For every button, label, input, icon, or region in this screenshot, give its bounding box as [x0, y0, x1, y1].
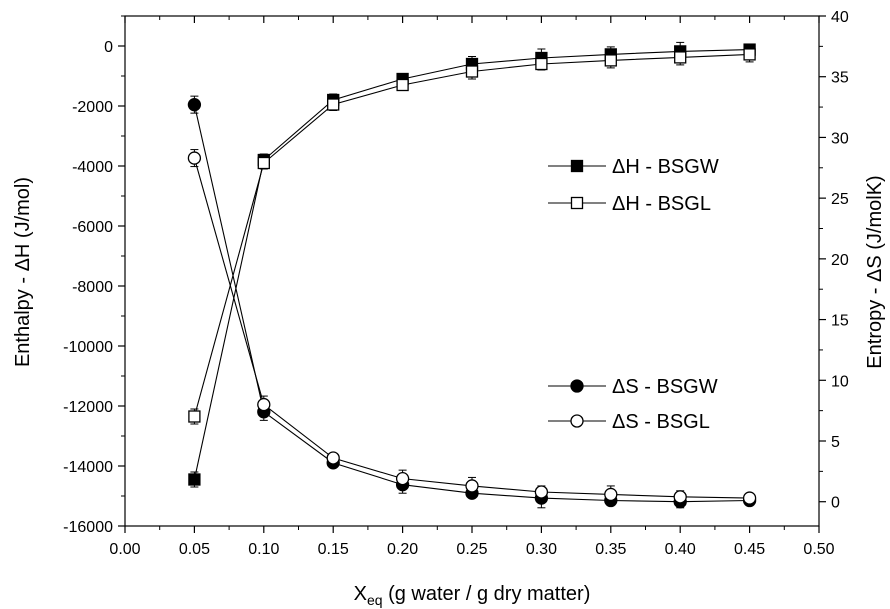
x-tick-label: 0.30 [526, 541, 557, 558]
legend: ΔH - BSGW ΔH - BSGL ΔS - BSGW ΔS - BSGL [548, 156, 719, 433]
x-tick-label: 0.25 [456, 541, 487, 558]
y-right-tick-label: 30 [831, 130, 849, 147]
series-layer [187, 41, 757, 509]
x-axis-title-main: X [354, 583, 367, 605]
y-left-tick-label: -16000 [63, 519, 113, 536]
data-point [673, 490, 687, 504]
legend-entry-0: ΔH - BSGW [548, 156, 719, 178]
data-point [465, 479, 479, 493]
x-tick-label: 0.15 [318, 541, 349, 558]
data-point [187, 97, 202, 112]
plot-frame [124, 15, 820, 527]
x-tick-label: 0.00 [109, 541, 140, 558]
data-point [257, 397, 271, 412]
y-left-tick-label: -8000 [72, 279, 113, 296]
data-point [187, 151, 202, 165]
data-point [535, 57, 548, 71]
legend-marker [570, 414, 584, 428]
legend-label: ΔS - BSGL [612, 411, 710, 433]
data-point [743, 48, 756, 61]
data-point [188, 473, 201, 486]
y-right-tick-label: 25 [831, 191, 849, 208]
ticks: 0.00 0.05 0.10 0.15 0.20 0.25 0.30 0.35 0.40 0.45… [63, 9, 849, 558]
x-axis-title-subscript: eq [367, 592, 383, 608]
data-point [742, 491, 757, 505]
data-point [465, 65, 479, 78]
legend-label: ΔH - BSGL [612, 193, 711, 215]
data-point [326, 451, 340, 465]
data-point [188, 410, 201, 423]
data-point [534, 485, 549, 499]
legend-marker [570, 159, 584, 173]
y-left-tick-label: -6000 [72, 219, 113, 236]
x-tick-label: 0.50 [803, 541, 834, 558]
y-right-tick-label: 35 [831, 70, 849, 87]
y-left-tick-label: -12000 [63, 399, 113, 416]
data-point [604, 54, 617, 67]
y-right-axis-title: Entropy - ΔS (J/molK) [864, 175, 886, 368]
legend-label: ΔH - BSGW [612, 156, 719, 178]
y-left-tick-label: -10000 [63, 339, 113, 356]
series-3 [187, 149, 757, 505]
y-right-tick-label: 40 [831, 9, 849, 26]
y-right-tick-label: 20 [831, 252, 849, 269]
series-line [193, 53, 750, 417]
y-right-tick-label: 5 [831, 434, 840, 451]
legend-label: ΔS - BSGW [612, 376, 718, 398]
y-right-tick-label: 15 [831, 313, 849, 330]
data-point [396, 78, 409, 92]
legend-entry-2: ΔS - BSGW [548, 376, 718, 398]
x-tick-label: 0.05 [179, 541, 210, 558]
data-point [604, 487, 618, 502]
y-right-tick-label: 10 [831, 373, 849, 390]
data-point [674, 51, 687, 64]
legend-entry-3: ΔS - BSGL [548, 411, 710, 433]
x-axis-title-rest: (g water / g dry matter) [383, 583, 591, 605]
legend-marker [570, 196, 584, 210]
x-axis-title: Xeq (g water / g dry matter) [354, 583, 591, 608]
data-point [327, 98, 340, 111]
data-point [257, 156, 270, 170]
y-left-tick-label: -2000 [72, 99, 113, 116]
y-right-tick-label: 0 [831, 495, 840, 512]
y-left-tick-label: -14000 [63, 459, 113, 476]
x-tick-label: 0.20 [387, 541, 418, 558]
legend-entry-1: ΔH - BSGL [548, 193, 711, 215]
series-1 [188, 46, 756, 425]
y-left-axis-title: Enthalpy - ΔH (J/mol) [12, 177, 34, 367]
x-tick-label: 0.40 [665, 541, 696, 558]
axes-frame [124, 15, 820, 527]
x-tick-label: 0.35 [595, 541, 626, 558]
x-tick-label: 0.10 [248, 541, 279, 558]
legend-marker [570, 379, 584, 393]
x-tick-label: 0.45 [734, 541, 765, 558]
y-left-tick-label: -4000 [72, 159, 113, 176]
y-left-tick-label: 0 [104, 39, 113, 56]
data-point [395, 471, 410, 486]
